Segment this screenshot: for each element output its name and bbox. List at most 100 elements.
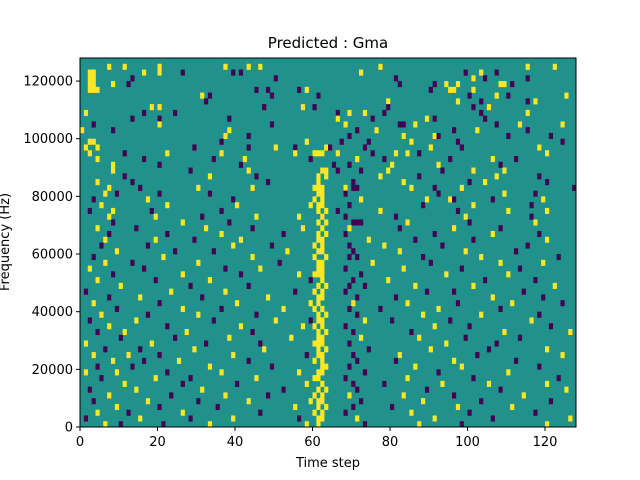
heatmap-cell: [564, 387, 568, 393]
heatmap-cell: [402, 133, 406, 139]
heatmap-cell: [154, 214, 158, 220]
heatmap-cell: [355, 156, 359, 162]
heatmap-cell: [212, 317, 216, 323]
heatmap-cell: [351, 404, 355, 410]
heatmap-cell: [289, 335, 293, 341]
heatmap-cell: [452, 358, 456, 364]
heatmap-cell: [514, 156, 518, 162]
heatmap-cell: [127, 410, 131, 416]
heatmap-cell: [220, 369, 224, 375]
heatmap-cell: [514, 248, 518, 254]
heatmap-cell: [437, 191, 441, 197]
heatmap-cell: [425, 387, 429, 393]
heatmap-cell: [444, 81, 448, 87]
heatmap-cell: [344, 266, 348, 272]
y-tick-label: 40000: [32, 305, 73, 320]
heatmap-cell: [130, 364, 134, 370]
heatmap-cell: [464, 248, 468, 254]
heatmap-cell: [537, 173, 541, 179]
heatmap-cell: [518, 121, 522, 127]
heatmap-cell: [526, 243, 530, 249]
heatmap-cell: [409, 410, 413, 416]
heatmap-cell: [495, 121, 499, 127]
heatmap-cell: [274, 75, 278, 81]
heatmap-cell: [204, 98, 208, 104]
heatmap-cell: [479, 98, 483, 104]
heatmap-cell: [251, 225, 255, 231]
heatmap-cell: [347, 283, 351, 289]
heatmap-cell: [483, 75, 487, 81]
heatmap-cell: [80, 127, 84, 133]
heatmap-cell: [313, 410, 317, 416]
heatmap-cell: [336, 150, 340, 156]
heatmap-cell: [96, 225, 100, 231]
heatmap-cell: [111, 162, 115, 168]
heatmap-cell: [499, 81, 503, 87]
heatmap-cell: [138, 346, 142, 352]
heatmap-cell: [208, 191, 212, 197]
heatmap-cell: [355, 294, 359, 300]
heatmap-cell: [146, 312, 150, 318]
heatmap-cell: [320, 271, 324, 277]
heatmap-cell: [274, 144, 278, 150]
heatmap-cell: [468, 179, 472, 185]
heatmap-cell: [305, 139, 309, 145]
heatmap-cell: [247, 283, 251, 289]
heatmap-cell: [394, 358, 398, 364]
heatmap-cell: [227, 116, 231, 122]
heatmap-cell: [402, 392, 406, 398]
heatmap-cell: [347, 364, 351, 370]
heatmap-cell: [316, 329, 320, 335]
heatmap-cell: [185, 329, 189, 335]
heatmap-cell: [92, 81, 96, 87]
heatmap-cell: [262, 346, 266, 352]
heatmap-cell: [158, 352, 162, 358]
heatmap-cell: [247, 133, 251, 139]
heatmap-cell: [254, 214, 258, 220]
heatmap-cell: [483, 179, 487, 185]
heatmap-cell: [499, 260, 503, 266]
heatmap-cell: [363, 110, 367, 116]
heatmap-cell: [344, 185, 348, 191]
heatmap-cell: [320, 369, 324, 375]
heatmap-cell: [386, 104, 390, 110]
heatmap-cell: [316, 271, 320, 277]
heatmap-cell: [433, 185, 437, 191]
heatmap-cell: [332, 162, 336, 168]
x-tick-label: 120: [533, 435, 558, 450]
chart-title: Predicted : Gma: [268, 34, 388, 52]
heatmap-cell: [313, 271, 317, 277]
heatmap-cell: [324, 173, 328, 179]
heatmap-cell: [320, 277, 324, 283]
heatmap-cell: [394, 294, 398, 300]
heatmap-cell: [499, 162, 503, 168]
heatmap-cell: [88, 75, 92, 81]
heatmap-cell: [115, 306, 119, 312]
heatmap-cell: [421, 202, 425, 208]
heatmap-cell: [320, 317, 324, 323]
heatmap-cell: [456, 81, 460, 87]
heatmap-cell: [425, 289, 429, 295]
heatmap-cell: [293, 404, 297, 410]
heatmap-cell: [111, 127, 115, 133]
heatmap-cell: [320, 185, 324, 191]
heatmap-cell: [561, 121, 565, 127]
heatmap-cell: [460, 364, 464, 370]
heatmap-cell: [320, 248, 324, 254]
heatmap-cell: [471, 87, 475, 93]
heatmap-cell: [270, 93, 274, 99]
heatmap-cell: [533, 191, 537, 197]
heatmap-cell: [437, 306, 441, 312]
heatmap-cell: [526, 98, 530, 104]
heatmap-cell: [130, 116, 134, 122]
heatmap-cell: [220, 150, 224, 156]
heatmap-cell: [398, 81, 402, 87]
heatmap-cell: [119, 283, 123, 289]
heatmap-cell: [460, 144, 464, 150]
heatmap-cell: [363, 144, 367, 150]
heatmap-cell: [196, 185, 200, 191]
heatmap-cell: [88, 70, 92, 76]
heatmap-cell: [115, 248, 119, 254]
heatmap-cell: [316, 341, 320, 347]
heatmap-cell: [433, 133, 437, 139]
